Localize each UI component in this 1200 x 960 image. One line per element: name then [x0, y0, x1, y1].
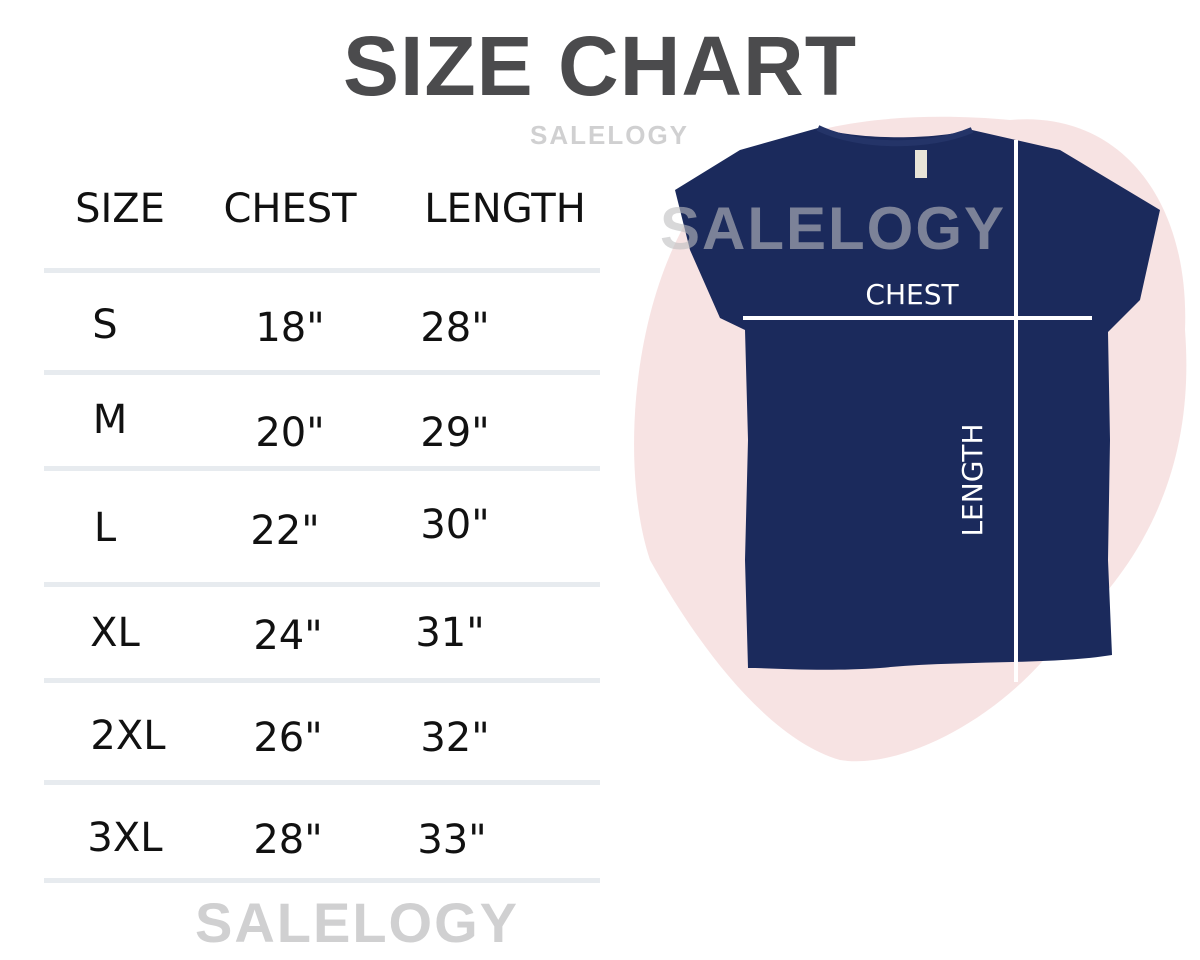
- row-length: 33": [417, 817, 487, 863]
- page-title: SIZE CHART: [343, 19, 857, 113]
- row-length: 32": [420, 715, 490, 761]
- collar: [816, 125, 974, 147]
- row-size: L: [93, 505, 117, 551]
- watermark-bottom: SALELOGY: [195, 891, 520, 954]
- row-chest: 28": [253, 817, 323, 863]
- row-length: 31": [415, 610, 485, 656]
- row-size: M: [92, 397, 128, 443]
- header-chest: CHEST: [223, 186, 357, 232]
- row-length: 30": [420, 502, 490, 548]
- row-chest: 26": [253, 715, 323, 761]
- tag-label: [915, 150, 927, 178]
- row-divider: [44, 582, 600, 587]
- row-divider: [44, 466, 600, 471]
- chest-label: CHEST: [865, 278, 959, 311]
- header-size: SIZE: [75, 186, 165, 232]
- row-size: 3XL: [87, 815, 163, 861]
- row-length: 28": [420, 305, 490, 351]
- row-size: XL: [90, 610, 140, 656]
- row-length: 29": [420, 410, 490, 456]
- tshirt-shape: [675, 128, 1160, 670]
- row-chest: 24": [253, 613, 323, 659]
- row-divider: [44, 780, 600, 785]
- row-divider: [44, 370, 600, 375]
- row-chest: 22": [250, 508, 320, 554]
- row-chest: 20": [255, 410, 325, 456]
- watermark-shirt: SALELOGY: [660, 195, 1007, 262]
- row-size: S: [92, 302, 118, 348]
- row-divider: [44, 678, 600, 683]
- row-divider: [44, 878, 600, 883]
- header-length: LENGTH: [424, 186, 586, 232]
- watermark-top: SALELOGY: [530, 120, 690, 150]
- row-divider: [44, 268, 600, 273]
- row-size: 2XL: [90, 713, 166, 759]
- length-label: LENGTH: [956, 423, 989, 536]
- row-chest: 18": [255, 305, 325, 351]
